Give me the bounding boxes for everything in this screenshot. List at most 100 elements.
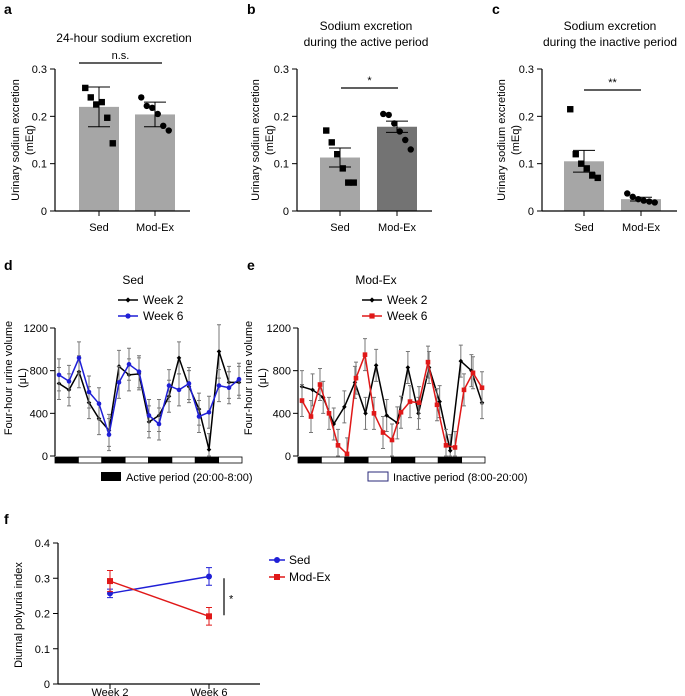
chart-c-bar-Mod-Ex: [621, 199, 661, 211]
chart-b-point-Mod-Ex-2: [391, 120, 398, 127]
chart-f-ytick-label-0: 0: [44, 679, 50, 691]
chart-a-ytick-label-0: 0: [41, 206, 47, 218]
chart-b-sig-label: *: [367, 75, 372, 87]
chart-e-point-Week 6-2: [317, 382, 323, 387]
chart-f-point-Mod-Ex-1: [206, 613, 212, 620]
chart-e-point-Week 6-3: [326, 411, 332, 416]
chart-d-ytick-label-3: 1200: [24, 323, 48, 335]
chart-b-point-Sed-5: [350, 179, 357, 186]
chart-b-point-Sed-4: [345, 179, 352, 186]
chart-c-point-Sed-0: [567, 106, 574, 113]
chart-d-period-block-3: [124, 456, 149, 464]
chart-b-category-label-Sed: Sed: [330, 222, 350, 234]
chart-c-ylabel-line1: Urinary sodium excretion: [496, 79, 508, 201]
chart-d-point-Week 2-12: [176, 355, 182, 361]
chart-d-period-block-2: [101, 456, 126, 464]
chart-d-point-Week 6-7: [126, 361, 132, 367]
chart-c-sig-label: **: [608, 77, 617, 89]
chart-e-point-Week 6-7: [362, 352, 368, 357]
chart-e-period-block-7: [461, 456, 486, 464]
chart-e-legend-marker-Week 2: [369, 297, 375, 303]
chart-d-ytick-label-0: 0: [42, 451, 48, 463]
chart-d-point-Week 6-0: [56, 372, 62, 378]
chart-a-point-Mod-Ex-0: [138, 94, 145, 101]
chart-e-period-block-0: [297, 456, 322, 464]
chart-d-point-Week 6-17: [226, 385, 232, 391]
chart-b-ytick-label-0: 0: [283, 206, 289, 218]
chart-e-point-Week 2-6: [363, 411, 368, 416]
chart-e-point-Week 2-4: [342, 404, 347, 410]
chart-b-bar-Mod-Ex: [377, 126, 417, 211]
chart-e-point-Week 6-5: [344, 451, 350, 457]
chart-b-point-Mod-Ex-1: [385, 111, 392, 119]
chart-e-point-Week 2-8: [384, 413, 390, 418]
chart-c-ytick-label-1: 0.1: [519, 159, 534, 171]
chart-f-legend-label-Sed: Sed: [289, 553, 310, 567]
panel-label-f: f: [4, 511, 9, 527]
chart-d-point-Week 6-10: [156, 421, 162, 427]
chart-d-point-Week 6-15: [206, 409, 212, 415]
chart-d-point-Week 6-4: [96, 401, 102, 407]
chart-d: 0 400 800 1200 Week 2 Week 6: [24, 293, 243, 464]
inactive-period-label: Inactive period (8:00-20:00): [393, 472, 528, 484]
chart-d-point-Week 6-8: [136, 369, 142, 375]
panel-label-e: e: [247, 257, 255, 273]
chart-c-ylabel-line2: (mEq): [510, 125, 522, 155]
chart-c-point-Sed-5: [594, 174, 601, 182]
chart-a-point-Sed-4: [104, 114, 111, 121]
chart-d-legend-marker-Week 6: [125, 313, 131, 319]
chart-d-point-Week 6-9: [146, 413, 152, 418]
panel-label-c: c: [492, 1, 500, 17]
chart-f-ytick-label-4: 0.4: [35, 538, 50, 550]
chart-e-point-Week 6-1: [308, 414, 314, 419]
chart-b-title-line2: during the active period: [304, 35, 429, 49]
chart-a-point-Sed-2: [93, 101, 100, 108]
chart-d-period-block-5: [171, 456, 196, 464]
chart-e-point-Week 6-9: [380, 430, 386, 435]
chart-e-ytick-label-3: 1200: [267, 323, 291, 335]
chart-b-point-Mod-Ex-5: [407, 146, 414, 153]
chart-d-point-Week 6-11: [166, 383, 172, 388]
chart-b-ytick-label-1: 0.1: [274, 159, 289, 171]
chart-e-point-Week 6-4: [335, 443, 341, 448]
chart-c-ytick-label-3: 0.3: [519, 64, 534, 76]
chart-c-point-Sed-3: [583, 165, 590, 172]
chart-a-point-Mod-Ex-1: [143, 102, 150, 110]
chart-d-point-Week 6-16: [216, 383, 222, 388]
chart-e-point-Week 6-12: [407, 399, 413, 404]
chart-e-legend-label-Week 6: Week 6: [387, 309, 428, 323]
chart-a-ytick-label-1: 0.1: [32, 159, 47, 171]
panel-label-d: d: [4, 257, 13, 273]
chart-d-title: Sed: [122, 273, 143, 287]
chart-c-point-Mod-Ex-0: [624, 190, 631, 197]
chart-f-ylabel: Diurnal polyuria index: [13, 562, 25, 668]
chart-f: 0 0.1 0.2 0.3 0.4 Week 2 Week 6 * Sed Mod-Ex: [35, 538, 331, 696]
chart-e-title: Mod-Ex: [355, 273, 396, 287]
chart-d-ytick-label-1: 400: [30, 408, 48, 420]
chart-d-point-Week 6-18: [236, 376, 242, 382]
chart-c-ytick-label-0: 0: [528, 206, 534, 218]
chart-e-legend-marker-Week 6: [369, 313, 375, 319]
chart-c-point-Mod-Ex-5: [651, 199, 658, 206]
chart-f-sig-label: *: [229, 594, 234, 606]
chart-e-point-Week 6-17: [452, 445, 458, 450]
chart-e-point-Week 2-11: [416, 411, 421, 416]
chart-a-point-Sed-0: [82, 84, 89, 92]
chart-e-point-Week 2-1: [310, 387, 315, 393]
chart-a-point-Mod-Ex-5: [165, 127, 172, 134]
chart-e-point-Week 2-13: [437, 399, 442, 404]
chart-a-point-Mod-Ex-4: [160, 122, 167, 129]
chart-f-ytick-label-1: 0.1: [35, 644, 50, 656]
chart-e-point-Week 6-8: [371, 411, 377, 416]
chart-c-ytick-label-2: 0.2: [519, 111, 534, 123]
chart-a-point-Sed-3: [98, 98, 105, 106]
chart-a-ylabel-line1: Urinary sodium excretion: [10, 79, 22, 201]
chart-d-ylabel-line2: (μL): [17, 368, 29, 388]
chart-d-period-block-7: [218, 456, 243, 464]
chart-e-point-Week 6-11: [398, 409, 404, 415]
chart-a-title: 24-hour sodium excretion: [56, 31, 191, 45]
chart-b-point-Sed-1: [328, 139, 335, 146]
chart-d-period-block-6: [194, 456, 220, 464]
chart-e-period-block-1: [320, 456, 346, 464]
chart-e-point-Week 2-7: [373, 363, 379, 368]
